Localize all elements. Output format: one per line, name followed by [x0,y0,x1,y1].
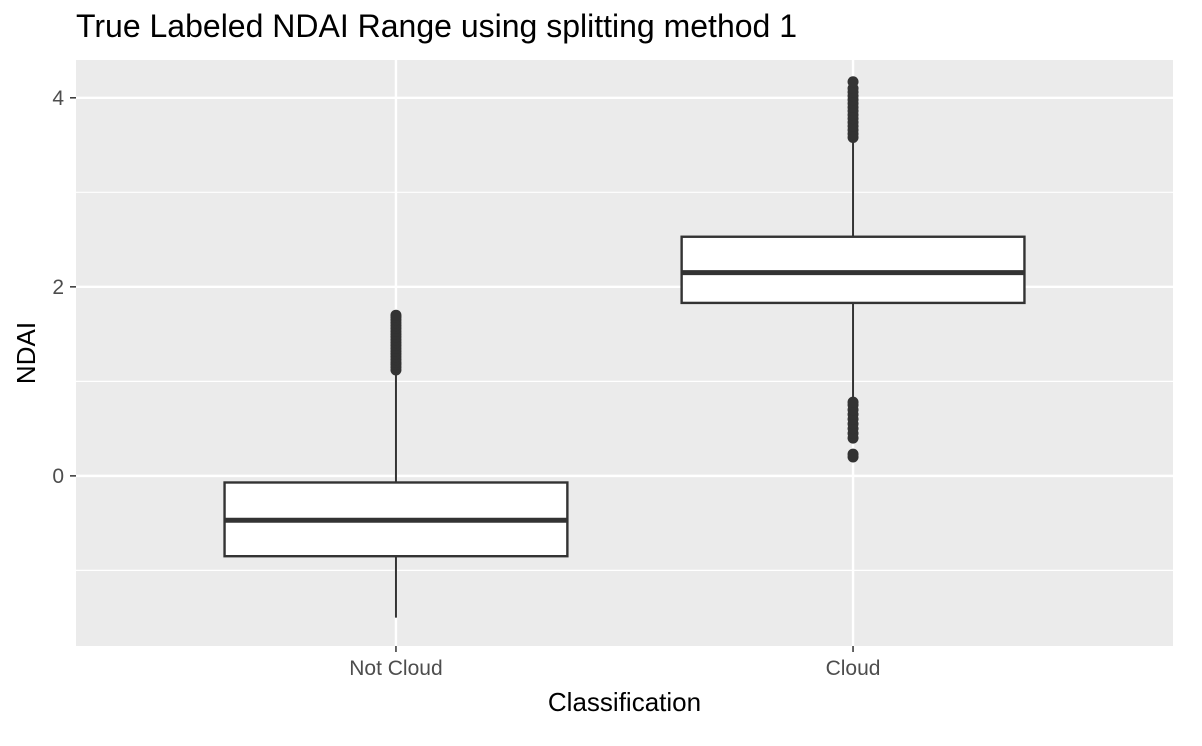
outlier-point [847,396,859,408]
x-tick-label: Not Cloud [349,657,442,680]
y-tick-label: 0 [52,465,64,488]
x-axis-title: Classification [548,687,701,717]
gridlines [76,60,1173,646]
boxes [223,76,1026,618]
y-axis-title: NDAI [11,322,41,384]
outlier-point [847,448,859,460]
box-cloud [680,76,1026,463]
x-tick-label: Cloud [826,657,881,680]
outlier-point [847,76,859,88]
outlier-point [390,309,402,321]
y-tick-label: 2 [52,276,64,299]
box-not-cloud [223,309,569,618]
box-iqr [680,235,1026,305]
y-axis: 0 2 4 [52,87,76,488]
y-tick-label: 4 [52,87,64,110]
plot-panel [76,60,1173,646]
x-axis: Not Cloud Cloud [349,646,880,680]
chart-title: True Labeled NDAI Range using splitting … [76,8,797,44]
